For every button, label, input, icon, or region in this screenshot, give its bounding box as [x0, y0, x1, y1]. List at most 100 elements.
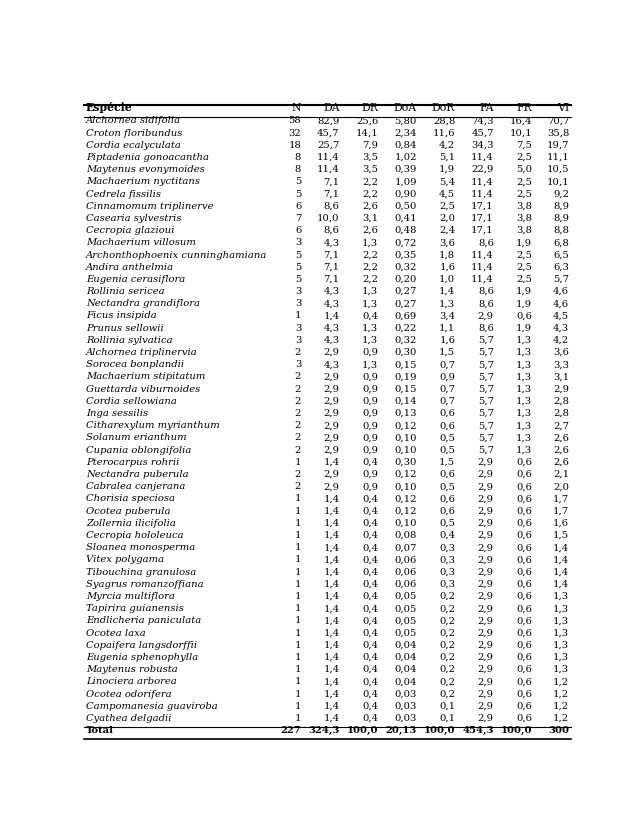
Text: 6: 6	[295, 226, 301, 235]
Text: Rollinia sericea: Rollinia sericea	[86, 287, 164, 296]
Text: 2,9: 2,9	[478, 591, 494, 600]
Text: 1,2: 1,2	[553, 689, 569, 698]
Text: 0,6: 0,6	[516, 701, 532, 710]
Text: Zollernia ilicifolia: Zollernia ilicifolia	[86, 518, 176, 528]
Text: 2,34: 2,34	[394, 129, 417, 137]
Text: 0,69: 0,69	[394, 311, 417, 320]
Text: 1,4: 1,4	[323, 591, 340, 600]
Text: 2,9: 2,9	[478, 506, 494, 515]
Text: 3,8: 3,8	[516, 214, 532, 222]
Text: 1,3: 1,3	[362, 299, 378, 308]
Text: 1,4: 1,4	[323, 713, 340, 722]
Text: 0,04: 0,04	[394, 652, 417, 661]
Text: 0,6: 0,6	[516, 543, 532, 552]
Text: 7,1: 7,1	[323, 189, 340, 198]
Text: 2,2: 2,2	[362, 189, 378, 198]
Text: 7,5: 7,5	[516, 140, 532, 150]
Text: 1,6: 1,6	[439, 263, 455, 272]
Text: 0,4: 0,4	[362, 640, 378, 649]
Text: 0,6: 0,6	[516, 689, 532, 698]
Text: Syagrus romanzoffiana: Syagrus romanzoffiana	[86, 579, 203, 588]
Text: 2,9: 2,9	[478, 567, 494, 576]
Text: Cupania oblongifolia: Cupania oblongifolia	[86, 445, 191, 454]
Text: 5,80: 5,80	[394, 116, 417, 125]
Text: 0,32: 0,32	[394, 263, 417, 272]
Text: 1,4: 1,4	[323, 604, 340, 613]
Text: 0,2: 0,2	[439, 676, 455, 686]
Text: Cecropia glazioui: Cecropia glazioui	[86, 226, 174, 235]
Text: 0,9: 0,9	[362, 409, 378, 417]
Text: 1,4: 1,4	[553, 555, 569, 563]
Text: 0,07: 0,07	[394, 543, 417, 552]
Text: 2,2: 2,2	[362, 177, 378, 186]
Text: 0,9: 0,9	[362, 372, 378, 381]
Text: 0,6: 0,6	[440, 409, 455, 417]
Text: 3,8: 3,8	[516, 201, 532, 211]
Text: 16,4: 16,4	[510, 116, 532, 125]
Text: 0,9: 0,9	[362, 348, 378, 357]
Text: Archonthophoenix cunninghamiana: Archonthophoenix cunninghamiana	[86, 250, 267, 259]
Text: 0,48: 0,48	[394, 226, 417, 235]
Text: 11,6: 11,6	[433, 129, 455, 137]
Text: Croton floribundus: Croton floribundus	[86, 129, 182, 137]
Text: 1,5: 1,5	[553, 530, 569, 539]
Text: 1: 1	[295, 506, 301, 515]
Text: 2,9: 2,9	[478, 530, 494, 539]
Text: 58: 58	[288, 116, 301, 125]
Text: 5,0: 5,0	[516, 165, 532, 174]
Text: 0,05: 0,05	[394, 604, 417, 613]
Text: Copaifera langsdorffii: Copaifera langsdorffii	[86, 640, 197, 649]
Text: 25,7: 25,7	[318, 140, 340, 150]
Text: N: N	[291, 103, 301, 113]
Text: 1,4: 1,4	[323, 518, 340, 528]
Text: 4,3: 4,3	[323, 238, 340, 247]
Text: Alchornea sidifolia: Alchornea sidifolia	[86, 116, 181, 125]
Text: 1,3: 1,3	[362, 324, 378, 332]
Text: 1,4: 1,4	[323, 665, 340, 673]
Text: 100,0: 100,0	[501, 726, 532, 734]
Text: Total: Total	[86, 726, 114, 734]
Text: 0,4: 0,4	[362, 689, 378, 698]
Text: 1,6: 1,6	[439, 335, 455, 344]
Text: 0,03: 0,03	[394, 701, 417, 710]
Text: 1,9: 1,9	[516, 324, 532, 332]
Text: 0,84: 0,84	[394, 140, 417, 150]
Text: 1,3: 1,3	[553, 591, 569, 600]
Text: 2,5: 2,5	[516, 263, 532, 272]
Text: 5,7: 5,7	[478, 421, 494, 430]
Text: 1,5: 1,5	[439, 348, 455, 357]
Text: 2,9: 2,9	[478, 457, 494, 466]
Text: 2,4: 2,4	[439, 226, 455, 235]
Text: 0,3: 0,3	[439, 555, 455, 563]
Text: 1,9: 1,9	[516, 287, 532, 296]
Text: 4,6: 4,6	[553, 287, 569, 296]
Text: 100,0: 100,0	[347, 726, 378, 734]
Text: 1,6: 1,6	[553, 518, 569, 528]
Text: 1,4: 1,4	[323, 689, 340, 698]
Text: 1,4: 1,4	[323, 640, 340, 649]
Text: 7,1: 7,1	[323, 177, 340, 186]
Text: 0,3: 0,3	[439, 543, 455, 552]
Text: 0,5: 0,5	[439, 445, 455, 454]
Text: 1,4: 1,4	[323, 311, 340, 320]
Text: 1,3: 1,3	[516, 372, 532, 381]
Text: Sloanea monosperma: Sloanea monosperma	[86, 543, 195, 552]
Text: 1,3: 1,3	[516, 396, 532, 405]
Text: 82,9: 82,9	[318, 116, 340, 125]
Text: Cordia sellowiana: Cordia sellowiana	[86, 396, 177, 405]
Text: 3: 3	[295, 238, 301, 247]
Text: 0,2: 0,2	[439, 591, 455, 600]
Text: 11,4: 11,4	[471, 263, 494, 272]
Text: 17,1: 17,1	[471, 214, 494, 222]
Text: 0,9: 0,9	[362, 470, 378, 478]
Text: 0,12: 0,12	[394, 470, 417, 478]
Text: 1,4: 1,4	[323, 701, 340, 710]
Text: 0,06: 0,06	[394, 579, 417, 588]
Text: 2,9: 2,9	[478, 543, 494, 552]
Text: 0,6: 0,6	[516, 591, 532, 600]
Text: 45,7: 45,7	[317, 129, 340, 137]
Text: 2,9: 2,9	[324, 433, 340, 442]
Text: 0,6: 0,6	[440, 506, 455, 515]
Text: 1,4: 1,4	[439, 287, 455, 296]
Text: 2,2: 2,2	[362, 274, 378, 283]
